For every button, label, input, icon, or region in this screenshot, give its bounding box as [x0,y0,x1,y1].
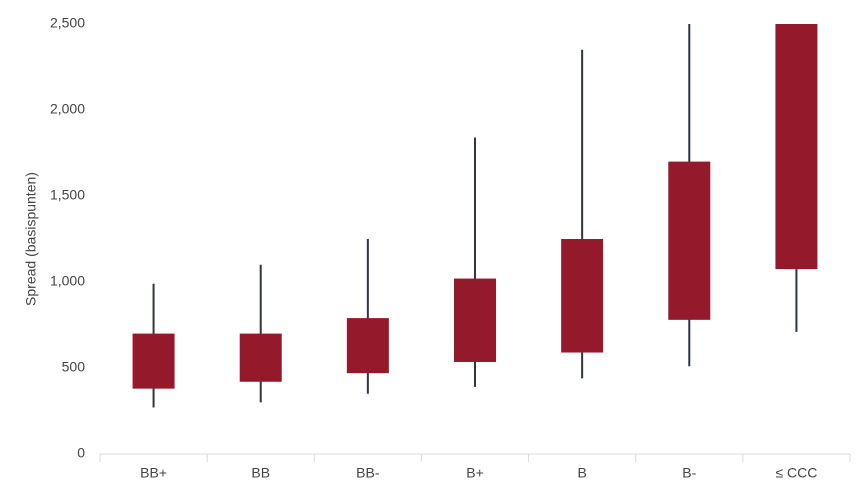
box [454,278,496,362]
x-tick-label: B+ [466,465,484,481]
y-axis-label: Spread (basispunten) [23,172,39,306]
x-tick-label: BB+ [140,465,167,481]
box [561,239,604,353]
x-tick-label: B [577,465,586,481]
x-tick-label: ≤ CCC [775,465,817,481]
y-tick-label: 1,500 [50,187,85,203]
y-tick-label: 500 [62,359,86,375]
y-tick-label: 2,500 [50,15,85,31]
x-tick-label: B- [682,465,696,481]
box [775,24,818,270]
x-tick-label: BB- [356,465,380,481]
y-tick-label: 2,000 [50,101,85,117]
box [132,333,175,389]
y-tick-label: 1,000 [50,273,85,289]
x-tick-label: BB [251,465,270,481]
box [346,318,389,374]
box [239,333,282,382]
box [668,161,711,320]
y-tick-label: 0 [77,445,85,461]
